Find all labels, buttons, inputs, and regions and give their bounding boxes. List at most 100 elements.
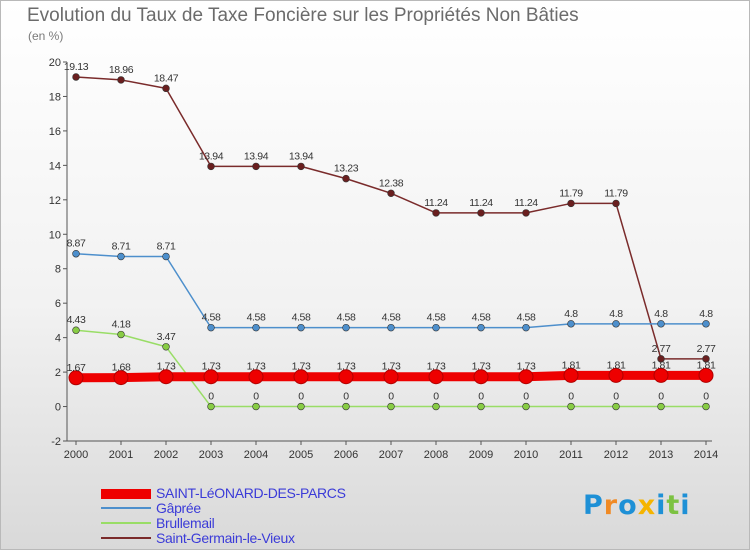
logo-letter: t [666,490,681,521]
data-point [203,369,219,385]
data-point [72,250,80,258]
data-point [387,323,395,332]
data-label: 0 [253,391,259,403]
data-point [432,402,440,411]
data-point [428,369,444,385]
data-label: 19.13 [64,61,89,73]
data-label: 0 [523,391,529,403]
data-point [518,369,534,385]
y-tick-label: 16 [49,126,61,138]
series-lines [68,73,714,411]
data-label: 4.8 [564,308,578,320]
data-point [117,76,125,84]
legend-swatch [101,537,151,539]
data-point [117,330,125,339]
data-point [612,199,620,208]
data-label: 1.81 [607,359,626,371]
logo-letter: i [680,490,691,521]
data-label: 0 [658,391,664,403]
data-point [522,209,530,217]
data-label: 0 [433,391,439,403]
x-tick-label: 2009 [469,449,493,461]
legend-swatch [101,507,151,509]
data-label: 0 [343,391,349,403]
data-label: 1.73 [157,361,176,373]
data-point [477,323,485,332]
data-point [653,367,669,383]
data-label: 1.81 [652,359,671,371]
data-point [162,343,170,351]
y-tick-label: 18 [49,91,61,103]
data-labels: 1.67 1.68 1.73 1.73 1.73 1.73 1.73 1.73 1.73 1.73… [64,61,717,403]
data-label: 4.43 [67,314,86,326]
x-tick-label: 2002 [154,449,178,461]
y-tick-label: 4 [55,333,61,345]
data-label: 11.24 [469,197,493,209]
data-label: 4.58 [427,312,446,324]
data-label: 1.73 [292,361,311,373]
data-label: 4.8 [699,308,713,320]
x-tick-label: 2004 [244,449,268,461]
data-label: 1.81 [697,359,716,371]
data-label: 1.73 [382,361,401,373]
proxiti-logo: Proxiti [583,490,691,521]
legend-swatch [101,489,151,499]
y-tick-label: 0 [55,402,61,414]
unit-label: (en %) [28,29,64,43]
legend-swatch [101,522,151,524]
data-point [702,402,710,411]
logo-letter: x [637,490,657,521]
y-tick-label: 20 [49,57,61,69]
data-point [702,320,710,328]
data-point [297,162,305,171]
x-tick-label: 2012 [604,449,628,461]
x-tick-label: 2008 [424,449,448,461]
data-point [207,402,215,411]
data-label: 11.79 [604,187,628,199]
data-label: 4.58 [382,312,401,324]
data-label: 18.96 [109,64,134,76]
data-label: 4.58 [517,312,536,324]
data-point [702,355,710,363]
data-label: 0 [568,391,574,403]
data-point [158,369,174,385]
data-point [567,402,575,411]
data-label: 4.18 [112,319,131,331]
data-point [432,209,440,217]
data-label: 0 [478,391,484,403]
data-point [657,320,665,328]
data-label: 0 [703,391,709,403]
data-label: 1.73 [247,361,266,373]
data-point [117,252,125,261]
y-tick-label: 8 [55,264,61,276]
data-label: 13.23 [334,163,359,175]
data-label: 8.71 [112,240,131,252]
logo-letter: r [603,490,619,521]
data-label: 2.77 [652,343,671,355]
data-label: 3.47 [157,331,176,343]
data-label: 12.38 [379,177,404,189]
data-label: 4.8 [654,308,668,320]
data-point [72,326,80,334]
data-point [338,369,354,385]
data-point [68,370,84,386]
data-label: 4.58 [472,312,491,324]
data-label: 4.58 [337,312,356,324]
data-point [522,402,530,411]
data-label: 1.68 [112,362,131,374]
x-tick-label: 2007 [379,449,403,461]
data-label: 0 [388,391,394,403]
data-label: 1.73 [337,361,356,373]
data-point [72,73,80,81]
data-label: 13.94 [199,150,224,162]
data-point [342,402,350,411]
data-label: 18.47 [154,72,179,84]
data-label: 2.77 [697,343,716,355]
data-point [293,369,309,385]
data-point [342,174,350,183]
legend-label: Brullemail [156,515,215,531]
y-tick-label: 6 [55,298,61,310]
data-point [657,355,665,363]
x-tick-label: 2013 [649,449,673,461]
